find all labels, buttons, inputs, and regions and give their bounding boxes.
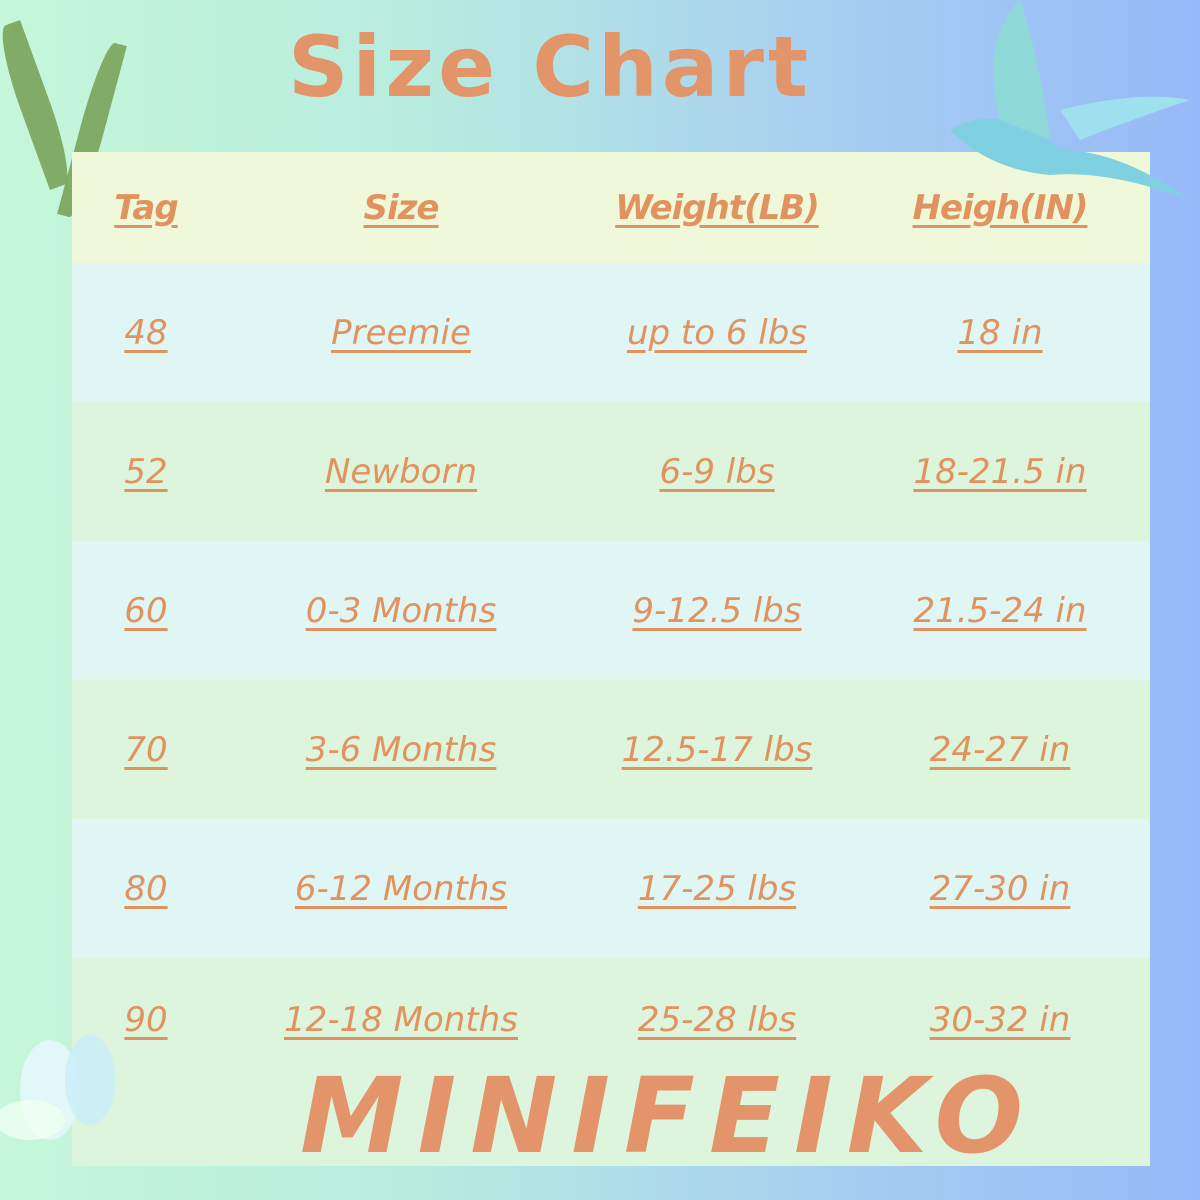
- table-row: 60 0-3 Months 9-12.5 lbs 21.5-24 in: [72, 541, 1150, 680]
- table-cell: 0-3 Months: [305, 590, 497, 631]
- column-header: Tag: [114, 187, 178, 228]
- table-cell: 90: [124, 1000, 168, 1040]
- table-cell: 9-12.5 lbs: [632, 590, 802, 631]
- bird-illustration: [950, 0, 1190, 200]
- table-row: 80 6-12 Months 17-25 lbs 27-30 in: [72, 819, 1150, 958]
- column-header: Size: [363, 187, 440, 228]
- column-header: Heigh(IN): [912, 187, 1089, 228]
- table-cell: 18-21.5 in: [913, 451, 1087, 492]
- table-cell: 6-9 lbs: [659, 451, 775, 492]
- table-cell: 25-28 lbs: [637, 1000, 797, 1040]
- table-cell: up to 6 lbs: [626, 312, 808, 353]
- table-cell: 80: [124, 868, 168, 909]
- page-title: Size Chart: [287, 18, 813, 116]
- size-table: Tag Size Weight(LB) Heigh(IN) 48 Preemie up to…: [72, 152, 1150, 1166]
- table-cell: 21.5-24 in: [913, 590, 1087, 631]
- table-cell: 6-12 Months: [294, 868, 508, 909]
- table-cell: 12-18 Months: [284, 1000, 518, 1040]
- table-row: 70 3-6 Months 12.5-17 lbs 24-27 in: [72, 680, 1150, 819]
- table-cell: Preemie: [331, 312, 471, 353]
- header-row: Tag Size Weight(LB) Heigh(IN): [72, 152, 1150, 263]
- table-cell: 30-32 in: [929, 1000, 1071, 1040]
- table-row: 90 12-18 Months 25-28 lbs 30-32 in: [72, 958, 1150, 1166]
- table-cell: 70: [124, 729, 168, 770]
- table-cell: 3-6 Months: [305, 729, 497, 770]
- column-header: Weight(LB): [615, 187, 819, 228]
- flower-illustration: [0, 1035, 115, 1140]
- table-row: 52 Newborn 6-9 lbs 18-21.5 in: [72, 402, 1150, 541]
- table-cell: 27-30 in: [929, 868, 1071, 909]
- table-cell: 48: [124, 312, 168, 353]
- table-cell: 17-25 lbs: [637, 868, 797, 909]
- table-cell: 18 in: [957, 312, 1043, 353]
- table-cell: Newborn: [324, 451, 478, 492]
- brand-logo: MINIFEIKO: [300, 1055, 1038, 1177]
- table-cell: 60: [124, 590, 168, 631]
- table-cell: 24-27 in: [929, 729, 1071, 770]
- table-row: 48 Preemie up to 6 lbs 18 in: [72, 263, 1150, 402]
- table-cell: 12.5-17 lbs: [621, 729, 813, 770]
- table-cell: 52: [124, 451, 168, 492]
